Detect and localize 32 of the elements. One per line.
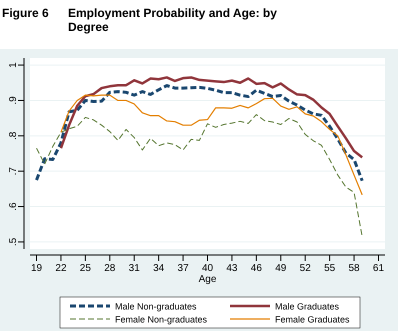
y-tick-label: .5 — [8, 237, 19, 246]
legend-label: Male Non-graduates — [115, 302, 198, 312]
x-tick-label: 31 — [128, 263, 140, 274]
legend-label: Female Non-graduates — [115, 314, 208, 324]
x-tick-label: 28 — [104, 263, 116, 274]
line-series — [36, 114, 363, 238]
x-axis-title: Age — [198, 274, 217, 285]
legend-label: Male Graduates — [275, 302, 340, 312]
x-tick-label: 25 — [80, 263, 92, 274]
x-tick-label: 19 — [30, 263, 43, 274]
y-tick-label: .9 — [8, 96, 19, 105]
x-tick-label: 58 — [348, 263, 360, 274]
y-tick-label: 1 — [8, 62, 19, 68]
x-tick-label: 40 — [202, 263, 214, 274]
y-tick-label: .8 — [8, 131, 19, 140]
x-tick-label: 61 — [372, 263, 384, 274]
y-tick-label: .6 — [8, 202, 19, 211]
line-series — [35, 84, 364, 182]
x-tick-label: 43 — [226, 263, 238, 274]
x-tick-label: 49 — [275, 263, 287, 274]
x-tick-label: 37 — [178, 263, 190, 274]
x-tick-label: 55 — [324, 263, 336, 274]
x-tick-label: 52 — [300, 263, 312, 274]
x-tick-label: 46 — [250, 263, 262, 274]
x-tick-label: 34 — [153, 263, 165, 274]
y-tick-label: .7 — [8, 166, 19, 176]
caption: Figure 6 — [2, 6, 49, 20]
legend-label: Female Graduates — [275, 314, 350, 324]
chart-title: Employment Probability and Age: by Degree — [68, 6, 278, 34]
line-series — [60, 94, 363, 196]
line-series — [60, 76, 364, 159]
x-tick-label: 22 — [55, 263, 67, 274]
